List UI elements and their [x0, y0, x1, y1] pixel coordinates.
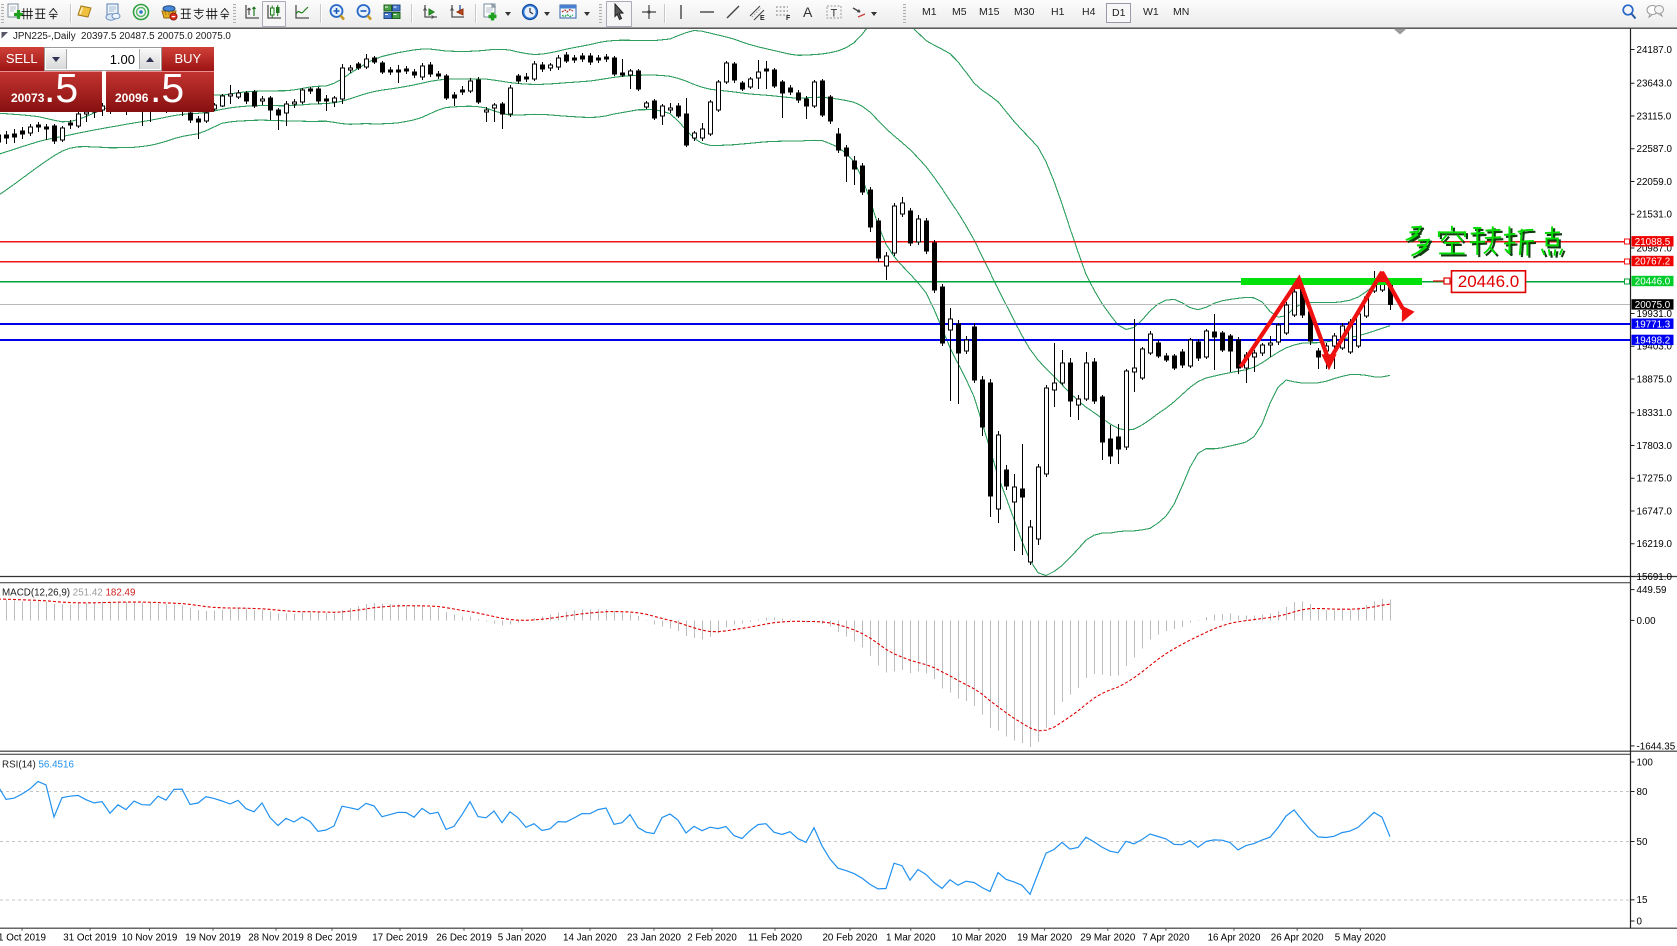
svg-text:5 Jan 2020: 5 Jan 2020: [498, 933, 547, 944]
svg-text:20987.0: 20987.0: [1637, 243, 1673, 254]
svg-text:23 Jan 2020: 23 Jan 2020: [627, 933, 681, 944]
svg-text:2 Feb 2020: 2 Feb 2020: [687, 933, 737, 944]
svg-text:0: 0: [1637, 916, 1643, 927]
svg-text:21088.5: 21088.5: [1635, 237, 1671, 248]
svg-text:20446.0: 20446.0: [1458, 272, 1519, 291]
svg-text:20075.0: 20075.0: [1635, 300, 1671, 311]
svg-text:1 Oct 2019: 1 Oct 2019: [0, 933, 46, 944]
svg-text:E: E: [760, 15, 765, 22]
svg-text:18875.0: 18875.0: [1637, 374, 1673, 385]
svg-text:15: 15: [1637, 895, 1648, 906]
svg-text:22059.0: 22059.0: [1637, 177, 1673, 188]
svg-text:19498.2: 19498.2: [1635, 336, 1670, 347]
svg-text:JPN225-,Daily 20397.5 20487.5: JPN225-,Daily 20397.5 20487.5 20075.0 20…: [13, 31, 231, 42]
svg-text:31 Oct 2019: 31 Oct 2019: [63, 933, 116, 944]
svg-text:A: A: [803, 4, 813, 20]
svg-text:17275.0: 17275.0: [1637, 474, 1673, 485]
svg-text:17 Dec 2019: 17 Dec 2019: [372, 933, 428, 944]
svg-text:19931.0: 19931.0: [1637, 309, 1673, 320]
svg-text:T: T: [831, 8, 838, 20]
svg-text:19 Nov 2019: 19 Nov 2019: [185, 933, 241, 944]
svg-text:17803.0: 17803.0: [1637, 441, 1673, 452]
svg-text:14 Jan 2020: 14 Jan 2020: [563, 933, 617, 944]
svg-text:19403.0: 19403.0: [1637, 342, 1673, 353]
svg-text:0.00: 0.00: [1637, 616, 1657, 627]
svg-text:18331.0: 18331.0: [1637, 408, 1673, 419]
svg-text:MACD(12,26,9) 251.42 182.49: MACD(12,26,9) 251.42 182.49: [2, 588, 135, 599]
svg-text:19 Mar 2020: 19 Mar 2020: [1017, 933, 1073, 944]
svg-text:19771.3: 19771.3: [1635, 319, 1671, 330]
svg-text:23115.0: 23115.0: [1637, 111, 1672, 122]
svg-text:23643.0: 23643.0: [1637, 79, 1673, 90]
svg-text:F: F: [786, 15, 791, 22]
svg-text:26 Apr 2020: 26 Apr 2020: [1271, 933, 1324, 944]
svg-text:80: 80: [1637, 787, 1648, 798]
svg-text:5 May 2020: 5 May 2020: [1335, 933, 1387, 944]
svg-text:20 Feb 2020: 20 Feb 2020: [822, 933, 878, 944]
svg-text:28 Nov 2019: 28 Nov 2019: [248, 933, 304, 944]
svg-text:16747.0: 16747.0: [1637, 506, 1673, 517]
svg-text:15691.0: 15691.0: [1637, 572, 1673, 583]
svg-text:11 Feb 2020: 11 Feb 2020: [748, 933, 803, 944]
svg-text:29 Mar 2020: 29 Mar 2020: [1080, 933, 1136, 944]
svg-text:1 Mar 2020: 1 Mar 2020: [886, 933, 936, 944]
svg-text:10 Nov 2019: 10 Nov 2019: [122, 933, 178, 944]
svg-text:16219.0: 16219.0: [1637, 539, 1673, 550]
svg-text:RSI(14) 56.4516: RSI(14) 56.4516: [2, 760, 74, 771]
svg-text:8 Dec 2019: 8 Dec 2019: [307, 933, 357, 944]
svg-text:24187.0: 24187.0: [1637, 45, 1673, 56]
svg-text:20767.2: 20767.2: [1635, 257, 1670, 268]
svg-text:26 Dec 2019: 26 Dec 2019: [436, 933, 492, 944]
svg-text:50: 50: [1637, 837, 1648, 848]
svg-text:449.59: 449.59: [1637, 585, 1667, 596]
svg-text:22587.0: 22587.0: [1637, 144, 1673, 155]
svg-text:-1644.35: -1644.35: [1637, 741, 1676, 752]
svg-text:10 Mar 2020: 10 Mar 2020: [951, 933, 1007, 944]
svg-text:7 Apr 2020: 7 Apr 2020: [1142, 933, 1190, 944]
svg-text:100: 100: [1637, 757, 1654, 768]
svg-text:20446.0: 20446.0: [1635, 277, 1671, 288]
svg-text:16 Apr 2020: 16 Apr 2020: [1208, 933, 1261, 944]
svg-text:21531.0: 21531.0: [1637, 210, 1673, 221]
